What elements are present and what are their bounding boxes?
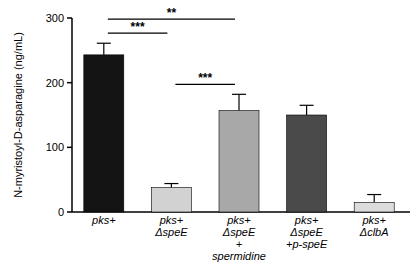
bar xyxy=(287,115,327,212)
x-tick-label: pks+ΔspeE+p-speE xyxy=(286,214,328,250)
error-bar xyxy=(300,105,314,115)
error-bar xyxy=(164,184,178,188)
bar xyxy=(151,187,191,212)
y-axis-label: N-myristoyl-D-asparagine (ng/mL) xyxy=(12,32,24,198)
x-tick-label: pks+ΔspeE xyxy=(154,214,188,238)
error-cap xyxy=(300,105,314,106)
y-tick xyxy=(67,17,72,19)
significance-label: *** xyxy=(131,20,145,34)
x-tick-label-line: pks+ xyxy=(159,214,184,226)
bar xyxy=(219,110,259,212)
x-tick-label-line: pks+ xyxy=(91,214,116,226)
y-tick-label: 300 xyxy=(46,12,64,24)
y-axis xyxy=(71,18,73,212)
error-bar xyxy=(232,94,246,110)
y-tick xyxy=(67,211,72,213)
error-cap xyxy=(367,194,381,195)
error-cap xyxy=(232,94,246,95)
error-stem xyxy=(374,195,375,203)
chart: 0 100 200 300 N-myristoyl-D-asparagine (ng/m… xyxy=(0,0,416,277)
x-tick-label-line: spermidine xyxy=(212,250,266,262)
error-stem xyxy=(103,43,104,55)
x-tick-label-line: ΔclbA xyxy=(359,226,389,238)
x-tick-label-line: ΔspeE xyxy=(222,226,256,238)
x-tick-label-line: pks+ xyxy=(294,214,319,226)
error-bar xyxy=(367,195,381,203)
error-bar xyxy=(97,43,111,55)
significance-label: *** xyxy=(198,71,212,85)
y-tick xyxy=(67,82,72,84)
y-tick xyxy=(67,147,72,149)
y-tick-label: 100 xyxy=(46,141,64,153)
significance-label: ** xyxy=(167,6,177,20)
y-tick-label: 200 xyxy=(46,77,64,89)
x-tick-label: pks+ΔspeE+spermidine xyxy=(212,214,266,262)
x-tick-label: pks+ xyxy=(91,214,116,226)
x-tick-label-line: pks+ xyxy=(361,214,386,226)
y-tick-label: 0 xyxy=(58,206,64,218)
bar xyxy=(84,55,124,212)
x-tick-label-line: + xyxy=(236,238,243,250)
x-tick-label-line: +p-speE xyxy=(286,238,328,250)
error-cap xyxy=(164,183,178,184)
x-tick-label-line: ΔspeE xyxy=(289,226,323,238)
x-tick-label: pks+ΔclbA xyxy=(359,214,389,238)
error-stem xyxy=(306,105,307,115)
x-tick-label-line: pks+ xyxy=(226,214,251,226)
error-stem xyxy=(238,94,239,110)
x-tick-label-line: ΔspeE xyxy=(154,226,188,238)
bar xyxy=(354,202,394,212)
error-cap xyxy=(97,43,111,44)
